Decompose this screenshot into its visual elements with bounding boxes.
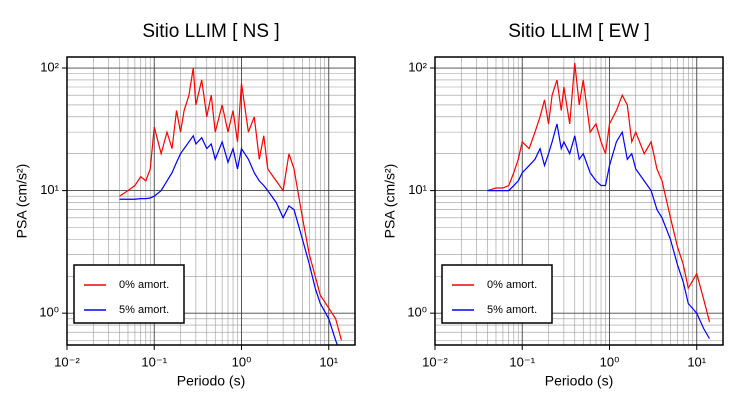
series-line (119, 67, 343, 341)
series-line (487, 62, 711, 322)
x-tick-label: 10¹ (319, 354, 338, 369)
x-tick-label: 10⁰ (600, 354, 620, 369)
chart-title: Sitio LLIM [ NS ] (142, 21, 279, 42)
y-tick-label: 10² (40, 59, 59, 74)
y-tick-label: 10⁰ (39, 305, 59, 320)
legend-label: 0% amort. (487, 279, 537, 291)
plot: 10⁻² 10⁻¹ 10⁰ 10¹ 10⁰ 10¹ 10² Sitio LLIM [ NS ]… (14, 21, 356, 389)
x-axis-label: Periodo (s) (177, 373, 245, 389)
y-tick-label: 10² (408, 59, 427, 74)
legend-box (73, 264, 185, 324)
series-line (487, 123, 711, 339)
x-tick-label: 10⁻² (422, 354, 448, 369)
x-tick-label: 10⁰ (232, 354, 252, 369)
series-line (119, 134, 339, 345)
x-tick-label: 10¹ (687, 354, 706, 369)
x-tick-label: 10⁻¹ (509, 354, 535, 369)
plot-frame (66, 56, 356, 346)
plot: 10⁻² 10⁻¹ 10⁰ 10¹ 10⁰ 10¹ 10² Sitio LLIM [ EW ]… (382, 21, 724, 389)
y-tick-label: 10⁰ (407, 305, 427, 320)
legend-box (441, 264, 553, 324)
x-axis-label: Periodo (s) (545, 373, 613, 389)
legend-label: 5% amort. (119, 304, 169, 316)
legend-label: 0% amort. (119, 279, 169, 291)
y-tick-label: 10¹ (40, 182, 59, 197)
y-axis-label: PSA (cm/s²) (14, 164, 30, 239)
y-axis-label: PSA (cm/s²) (382, 164, 398, 239)
y-tick-label: 10¹ (408, 182, 427, 197)
legend-label: 5% amort. (487, 304, 537, 316)
plot-frame (434, 56, 724, 346)
x-tick-label: 10⁻² (54, 354, 80, 369)
x-tick-label: 10⁻¹ (141, 354, 167, 369)
chart-title: Sitio LLIM [ EW ] (508, 21, 649, 42)
